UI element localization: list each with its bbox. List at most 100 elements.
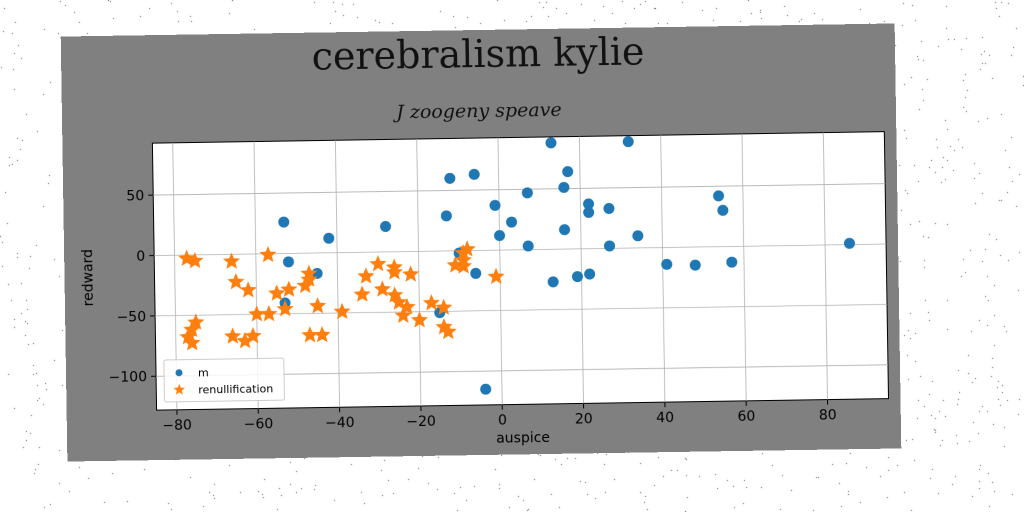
data-point-star	[239, 281, 257, 298]
x-tick-label: 60	[737, 409, 755, 425]
legend-box	[163, 357, 285, 403]
data-point-star	[357, 267, 375, 284]
data-point-circle	[717, 204, 729, 216]
data-point-circle	[470, 267, 482, 279]
legend-label: renullification	[198, 382, 273, 396]
x-tick-label: 80	[819, 407, 837, 423]
data-point-circle	[480, 383, 492, 395]
data-point-star	[222, 252, 241, 269]
data-point-star	[369, 255, 387, 272]
data-point-circle	[380, 220, 392, 232]
data-point-star	[458, 240, 476, 257]
data-point-circle	[604, 240, 616, 252]
y-gridline	[153, 183, 886, 196]
data-point-circle	[622, 136, 634, 148]
data-point-circle	[559, 224, 571, 236]
legend-marker-star	[173, 383, 185, 395]
x-tick-label: −80	[162, 418, 192, 434]
data-point-circle	[562, 166, 574, 178]
chart-figure: cerebralism kylie J zoogeny speave −80 −6…	[60, 23, 902, 462]
data-point-star	[439, 322, 457, 340]
data-point-star	[402, 265, 420, 282]
data-point-star	[187, 313, 205, 330]
data-point-circle	[323, 232, 335, 244]
data-point-star	[183, 334, 201, 351]
y-gridline	[155, 303, 888, 317]
data-point-star	[260, 305, 278, 322]
data-point-circle	[468, 168, 480, 180]
data-point-star	[309, 297, 327, 314]
x-tick-label: 20	[575, 411, 593, 427]
x-tick-label: 40	[656, 410, 674, 426]
data-point-circle	[571, 271, 583, 283]
data-point-circle	[603, 202, 615, 214]
y-tick-label: −100	[109, 369, 148, 386]
data-point-circle	[444, 172, 456, 184]
x-tick-label: −60	[244, 416, 274, 432]
data-point-star	[268, 284, 286, 301]
data-point-circle	[489, 199, 501, 211]
y-gridline	[154, 243, 887, 256]
data-point-star	[183, 320, 201, 338]
x-gridline	[822, 132, 828, 400]
data-point-circle	[713, 190, 725, 202]
legend-marker-circle	[175, 369, 183, 377]
data-point-star	[353, 285, 371, 302]
data-point-star	[301, 326, 319, 343]
data-point-circle	[545, 137, 557, 149]
data-point-star	[224, 327, 242, 344]
data-point-star	[259, 245, 277, 263]
data-point-star	[435, 298, 453, 316]
x-gridline	[660, 135, 666, 403]
data-point-star	[276, 299, 294, 317]
x-tick-label: −20	[406, 414, 436, 430]
y-axis-label: redward	[80, 249, 97, 307]
data-point-circle	[547, 276, 559, 288]
data-point-circle	[278, 216, 290, 228]
data-point-circle	[521, 187, 533, 199]
x-gridline	[741, 133, 747, 401]
data-point-star	[300, 270, 318, 287]
data-point-star	[385, 263, 403, 280]
data-point-star	[248, 305, 266, 322]
x-tick-label: −40	[325, 415, 355, 431]
scatter-plot: −80 −60 −40 −20 0 20 40 60 80 −100 −50 0 50 auspice re…	[80, 131, 890, 447]
data-point-circle	[282, 256, 294, 268]
data-point-circle	[583, 198, 595, 210]
y-tick-label: 50	[126, 188, 144, 204]
x-gridline	[497, 137, 503, 405]
data-point-circle	[843, 237, 855, 249]
data-point-star	[394, 306, 412, 324]
y-tick-label: 0	[136, 249, 145, 265]
data-point-star	[487, 267, 505, 285]
x-axis-label: auspice	[496, 430, 550, 447]
data-point-circle	[506, 216, 518, 228]
data-point-star	[398, 298, 416, 315]
data-point-circle	[494, 230, 506, 242]
data-point-circle	[661, 258, 673, 270]
y-tick-label: −50	[116, 309, 146, 325]
data-point-star	[300, 264, 318, 281]
data-point-circle	[584, 268, 596, 280]
data-point-star	[244, 327, 262, 344]
legend-label: m	[198, 366, 209, 379]
data-point-circle	[726, 256, 738, 268]
data-point-circle	[522, 240, 534, 252]
data-point-circle	[583, 206, 595, 218]
x-gridline	[578, 136, 584, 404]
data-point-star	[313, 326, 331, 343]
data-point-star	[410, 311, 429, 328]
data-point-star	[236, 332, 254, 349]
data-point-star	[186, 251, 204, 269]
data-point-circle	[558, 181, 570, 193]
data-point-star	[422, 294, 441, 311]
x-gridline	[334, 140, 340, 408]
data-point-star	[333, 302, 351, 320]
data-point-circle	[440, 210, 452, 222]
data-point-circle	[632, 230, 644, 242]
x-tick-label: 0	[498, 413, 507, 429]
data-point-circle	[689, 259, 701, 271]
data-point-star	[454, 257, 472, 274]
data-point-star	[280, 280, 298, 298]
data-point-star	[227, 272, 245, 290]
